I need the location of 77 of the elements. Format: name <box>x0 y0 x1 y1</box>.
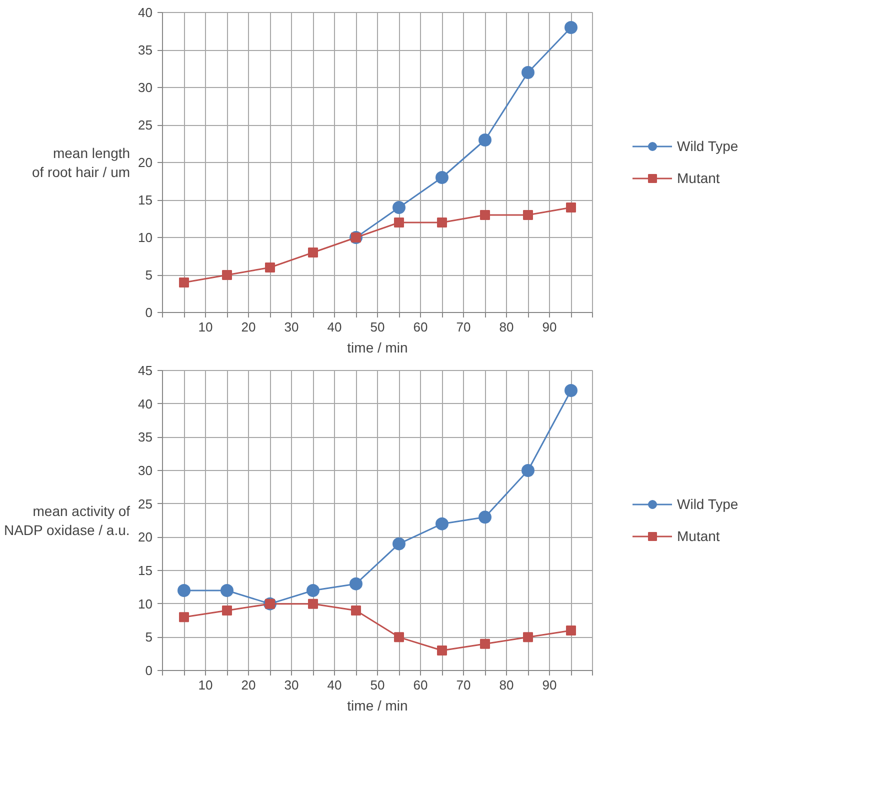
y-tick-label: 10 <box>138 596 153 612</box>
y-tick-label: 35 <box>138 430 153 445</box>
point <box>523 210 533 220</box>
legend-label: Mutant <box>677 170 720 186</box>
y-axis-title: mean activity of NADP oxidase / a.u. <box>4 502 130 538</box>
x-tick-label: 10 <box>198 320 213 334</box>
y-tick-label: 10 <box>138 230 153 245</box>
point <box>478 134 492 146</box>
point <box>436 171 448 184</box>
point <box>306 584 320 597</box>
point <box>566 626 576 636</box>
x-tick-label: 60 <box>413 678 428 692</box>
x-tick-label: 20 <box>241 678 256 692</box>
y-tick-label: 25 <box>138 118 153 132</box>
point <box>523 632 533 642</box>
point <box>351 606 361 616</box>
point <box>480 638 490 649</box>
point <box>564 21 578 34</box>
point <box>566 202 576 212</box>
x-tick-label: 80 <box>499 320 514 334</box>
x-tick-label: 10 <box>198 678 213 692</box>
y-tick-label: 40 <box>138 5 153 20</box>
y-tick-label: 35 <box>138 42 153 58</box>
x-tick-label: 30 <box>284 678 299 692</box>
point <box>392 201 406 214</box>
y-tick-label: 20 <box>138 530 153 545</box>
point <box>392 537 406 550</box>
point <box>478 510 492 524</box>
point <box>222 606 232 616</box>
y-axis-title: mean length of root hair / um <box>32 144 130 180</box>
legend-label: Wild Type <box>677 138 738 154</box>
x-axis-title: time / min <box>347 698 408 714</box>
point <box>394 218 404 228</box>
x-tick-label: 70 <box>456 678 471 692</box>
x-tick-label: 40 <box>327 678 342 692</box>
point <box>437 646 447 656</box>
point <box>522 66 534 79</box>
legend-label: Wild Type <box>677 496 738 512</box>
x-tick-label: 60 <box>413 320 428 334</box>
y-tick-label: 40 <box>138 396 153 412</box>
y-tick-label: 15 <box>138 563 153 578</box>
y-tick-label: 25 <box>138 496 153 512</box>
point <box>350 577 362 590</box>
point <box>179 612 189 622</box>
y-tick-label: 20 <box>138 155 153 170</box>
x-tick-label: 20 <box>241 320 256 334</box>
legend-label: Mutant <box>677 528 720 544</box>
x-tick-label: 90 <box>542 678 557 692</box>
y-tick-label: 0 <box>145 305 153 320</box>
x-axis-title: time / min <box>347 340 408 356</box>
y-tick-label: 45 <box>138 363 153 378</box>
point <box>178 584 190 597</box>
point <box>564 384 578 397</box>
point <box>522 464 534 477</box>
point <box>480 210 490 220</box>
point <box>220 584 234 597</box>
point <box>179 278 189 288</box>
x-tick-label: 40 <box>327 320 342 334</box>
point <box>394 632 404 642</box>
point <box>265 262 275 272</box>
point <box>308 248 318 258</box>
x-tick-label: 50 <box>370 320 385 334</box>
x-tick-label: 30 <box>284 320 299 334</box>
y-tick-label: 30 <box>138 80 153 95</box>
x-tick-label: 80 <box>499 678 514 692</box>
y-tick-label: 5 <box>145 630 153 645</box>
point <box>308 598 318 609</box>
point <box>437 218 447 228</box>
point <box>222 270 232 280</box>
y-tick-label: 0 <box>145 663 153 678</box>
x-tick-label: 90 <box>542 320 557 334</box>
y-tick-label: 5 <box>145 268 153 282</box>
x-tick-label: 50 <box>370 678 385 692</box>
y-tick-label: 30 <box>138 463 153 478</box>
point <box>436 517 448 530</box>
x-tick-label: 70 <box>456 320 471 334</box>
y-tick-label: 15 <box>138 192 153 208</box>
